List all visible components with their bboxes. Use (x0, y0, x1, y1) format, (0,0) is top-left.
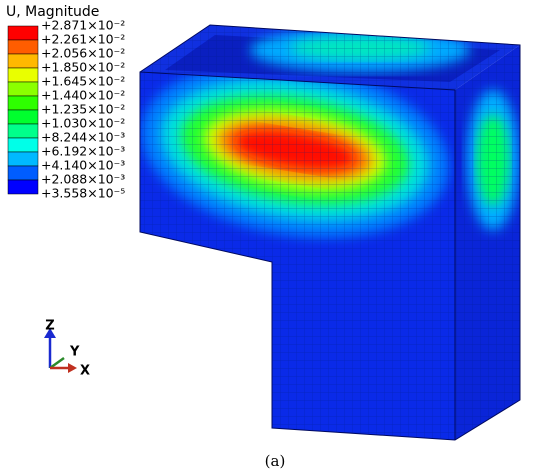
legend-label: +2.056×10⁻² (41, 46, 125, 61)
legend-swatch (7, 109, 39, 125)
legend-label: +3.558×10⁻⁵ (41, 186, 125, 201)
axis-triad: Z Y X (44, 319, 90, 379)
legend-swatch (7, 39, 39, 55)
legend-label: +2.088×10⁻³ (41, 172, 125, 187)
legend-swatch (7, 95, 39, 111)
axis-label-y: Y (69, 345, 80, 360)
legend-label: +6.192×10⁻³ (41, 144, 125, 159)
legend-swatch (7, 123, 39, 139)
legend-label: +1.850×10⁻² (41, 60, 125, 75)
legend-swatch (7, 165, 39, 181)
legend-title: U, Magnitude (6, 4, 99, 20)
legend-swatch (7, 137, 39, 153)
legend-swatch (7, 151, 39, 167)
legend-swatch (7, 179, 39, 195)
model (139, 24, 521, 441)
legend-swatch (7, 67, 39, 83)
legend-swatch (7, 81, 39, 97)
caption: (a) (265, 452, 286, 470)
legend-swatch (7, 25, 39, 41)
axis-label-x: X (80, 364, 90, 379)
legend-swatch (7, 53, 39, 69)
legend-label: +4.140×10⁻³ (41, 158, 125, 173)
axis-label-z: Z (45, 319, 54, 334)
legend-label: +2.871×10⁻² (41, 18, 125, 33)
legend-label: +1.645×10⁻² (41, 74, 125, 89)
legend-label: +1.440×10⁻² (41, 88, 125, 103)
legend-label: +8.244×10⁻³ (41, 130, 125, 145)
legend-label: +2.261×10⁻² (41, 32, 125, 47)
legend: +2.871×10⁻²+2.261×10⁻²+2.056×10⁻²+1.850×… (7, 18, 125, 201)
legend-label: +1.235×10⁻² (41, 102, 125, 117)
legend-label: +1.030×10⁻² (41, 116, 125, 131)
